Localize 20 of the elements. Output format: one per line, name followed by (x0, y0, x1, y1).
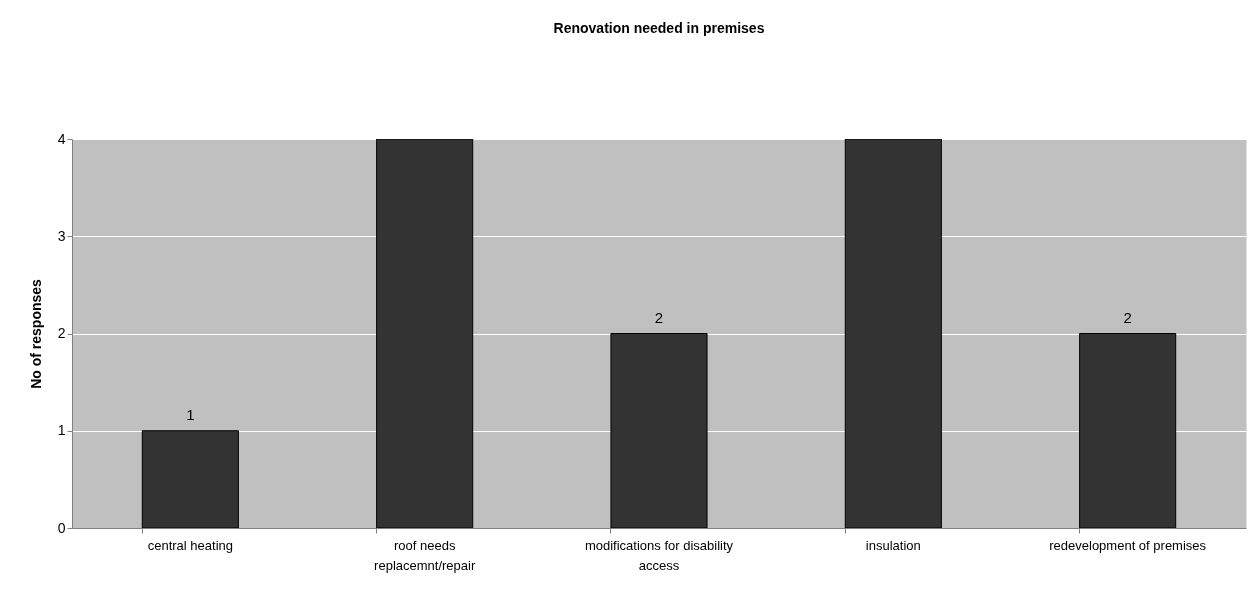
bar (844, 139, 942, 528)
chart-title: Renovation needed in premises (553, 20, 765, 36)
bar (141, 430, 239, 528)
y-tick-label: 1 (57, 422, 66, 439)
bar (1079, 333, 1177, 528)
data-label: 2 (654, 308, 664, 326)
bar (376, 139, 474, 528)
x-tick-label: redevelopment of premises (1049, 537, 1207, 553)
y-tick-label: 4 (57, 130, 66, 147)
y-tick-label: 2 (57, 325, 66, 341)
x-tick-label: central heating (147, 537, 233, 553)
y-tick-label: 3 (57, 227, 66, 244)
x-tick-label: modifications for disability access (584, 537, 734, 573)
x-tick-label: roof needs replacemnt/repair (374, 537, 476, 573)
x-tick-label: insulation (865, 537, 921, 553)
data-label: 2 (1123, 308, 1132, 326)
y-axis-title: No of responses (27, 278, 44, 389)
data-label: 1 (186, 405, 195, 423)
y-tick-label: 0 (57, 519, 66, 536)
bar (610, 333, 708, 528)
